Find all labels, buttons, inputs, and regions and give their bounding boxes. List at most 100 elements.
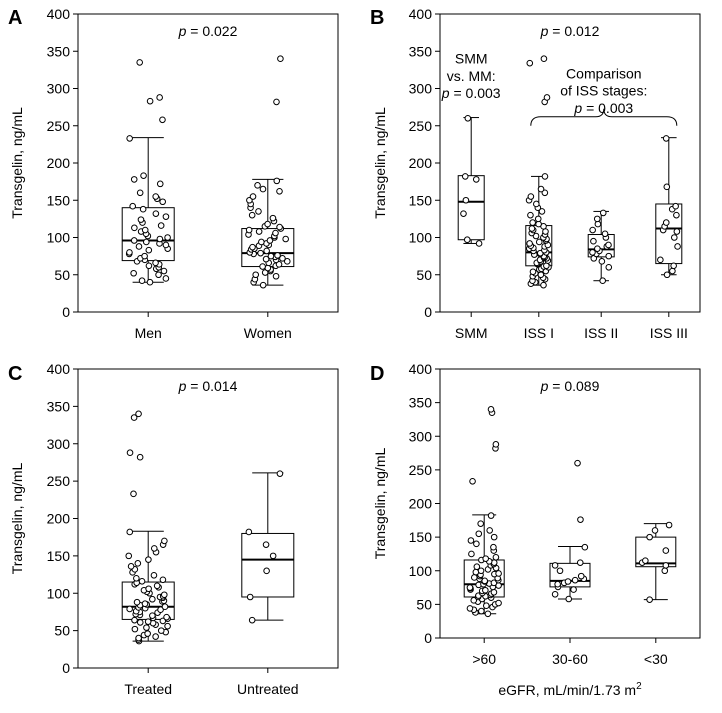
- data-point: [139, 205, 147, 213]
- data-point: [570, 586, 577, 593]
- p-value: p = 0.012: [540, 23, 600, 39]
- x-tick-label: Untreated: [237, 681, 298, 697]
- data-point: [245, 528, 253, 536]
- data-point: [262, 541, 270, 548]
- data-point: [577, 516, 584, 523]
- y-tick-label: 150: [47, 192, 71, 208]
- data-point: [646, 596, 653, 603]
- annotation-iss-p: p = 0.003: [573, 100, 633, 116]
- data-point: [259, 263, 266, 270]
- box-group-ISS III: ISS III: [650, 135, 688, 341]
- plot-frame: [77, 13, 339, 313]
- data-point: [670, 234, 678, 241]
- y-tick-label: 100: [47, 585, 71, 601]
- box-group-Men: Men: [121, 59, 175, 341]
- panel-letter: A: [8, 7, 22, 29]
- data-point: [272, 272, 280, 280]
- box-group-<30: <30: [635, 521, 677, 667]
- data-point: [483, 602, 490, 610]
- y-axis-label: Transgelin, ng/mL: [9, 463, 25, 575]
- data-point: [533, 200, 540, 208]
- data-point: [482, 555, 489, 562]
- data-point: [136, 189, 144, 197]
- data-point: [657, 256, 664, 264]
- data-point: [130, 237, 138, 244]
- y-tick-label: 400: [47, 6, 71, 22]
- annotation-smm-p-number: = 0.003: [450, 85, 501, 101]
- data-point: [601, 230, 609, 238]
- data-point: [598, 258, 606, 265]
- data-point: [279, 255, 286, 262]
- data-point: [134, 560, 142, 567]
- data-point: [126, 135, 133, 142]
- data-point: [564, 578, 572, 585]
- data-point: [462, 196, 470, 204]
- panel-D: 0 50 100 150 200 250 300 350 400 D Transgelin, ng/…: [370, 361, 701, 698]
- annotation-iss-p-symbol: p: [573, 100, 582, 116]
- data-point: [661, 567, 669, 575]
- data-point: [556, 567, 564, 575]
- data-point: [133, 575, 140, 582]
- box-group-Treated: Treated: [121, 410, 175, 697]
- data-point: [152, 259, 159, 267]
- data-point: [472, 176, 480, 183]
- y-tick-label: 100: [47, 230, 71, 246]
- data-point: [146, 97, 154, 105]
- y-axis-label: Transgelin, ng/mL: [372, 448, 388, 560]
- data-point: [138, 277, 146, 285]
- data-point: [472, 568, 480, 576]
- data-point: [263, 567, 270, 575]
- data-point: [264, 264, 272, 272]
- data-point: [130, 176, 138, 183]
- box-group-ISS II: ISS II: [584, 209, 618, 341]
- data-point: [529, 268, 537, 276]
- data-point: [162, 213, 170, 220]
- data-point: [145, 262, 153, 270]
- data-point: [673, 211, 680, 219]
- y-tick-label: 400: [47, 361, 71, 377]
- data-point: [594, 220, 602, 228]
- data-point: [245, 226, 253, 234]
- data-point: [269, 214, 277, 222]
- p-value-symbol: p: [178, 378, 187, 394]
- y-tick-label: 200: [409, 496, 433, 512]
- y-tick-label: 250: [47, 118, 71, 134]
- y-tick-label: 150: [409, 192, 433, 208]
- data-point: [160, 267, 168, 275]
- p-value: p = 0.022: [178, 23, 238, 39]
- data-point: [490, 543, 497, 551]
- y-tick-label: 0: [62, 660, 70, 676]
- data-point: [159, 198, 166, 206]
- data-point: [571, 576, 579, 584]
- data-point: [152, 633, 159, 640]
- data-point: [159, 576, 167, 584]
- x-tick-label: Women: [244, 325, 292, 341]
- data-point: [535, 238, 543, 246]
- y-tick-label: 300: [409, 81, 433, 97]
- data-point: [149, 595, 156, 603]
- box-group-30-60: 30-60: [549, 459, 591, 667]
- data-point: [576, 559, 584, 566]
- data-point: [152, 193, 160, 200]
- annotation-iss-line1: Comparison: [566, 66, 641, 82]
- data-point: [577, 572, 585, 580]
- data-point: [252, 271, 260, 279]
- data-point: [141, 226, 149, 234]
- p-value-number: = 0.014: [186, 378, 237, 394]
- data-point: [136, 59, 143, 66]
- data-point: [145, 556, 152, 563]
- data-point: [272, 229, 279, 237]
- data-point: [157, 606, 164, 613]
- data-point: [259, 281, 267, 289]
- data-point: [255, 208, 262, 215]
- y-tick-label: 300: [47, 81, 71, 97]
- data-point: [137, 216, 145, 223]
- x-tick-label: ISS I: [524, 325, 554, 341]
- data-point: [131, 224, 138, 232]
- data-point: [143, 624, 150, 631]
- data-point: [540, 281, 547, 289]
- data-point: [665, 521, 673, 529]
- data-point: [669, 267, 676, 275]
- data-point: [127, 563, 135, 570]
- x-tick-label: 30-60: [552, 651, 588, 667]
